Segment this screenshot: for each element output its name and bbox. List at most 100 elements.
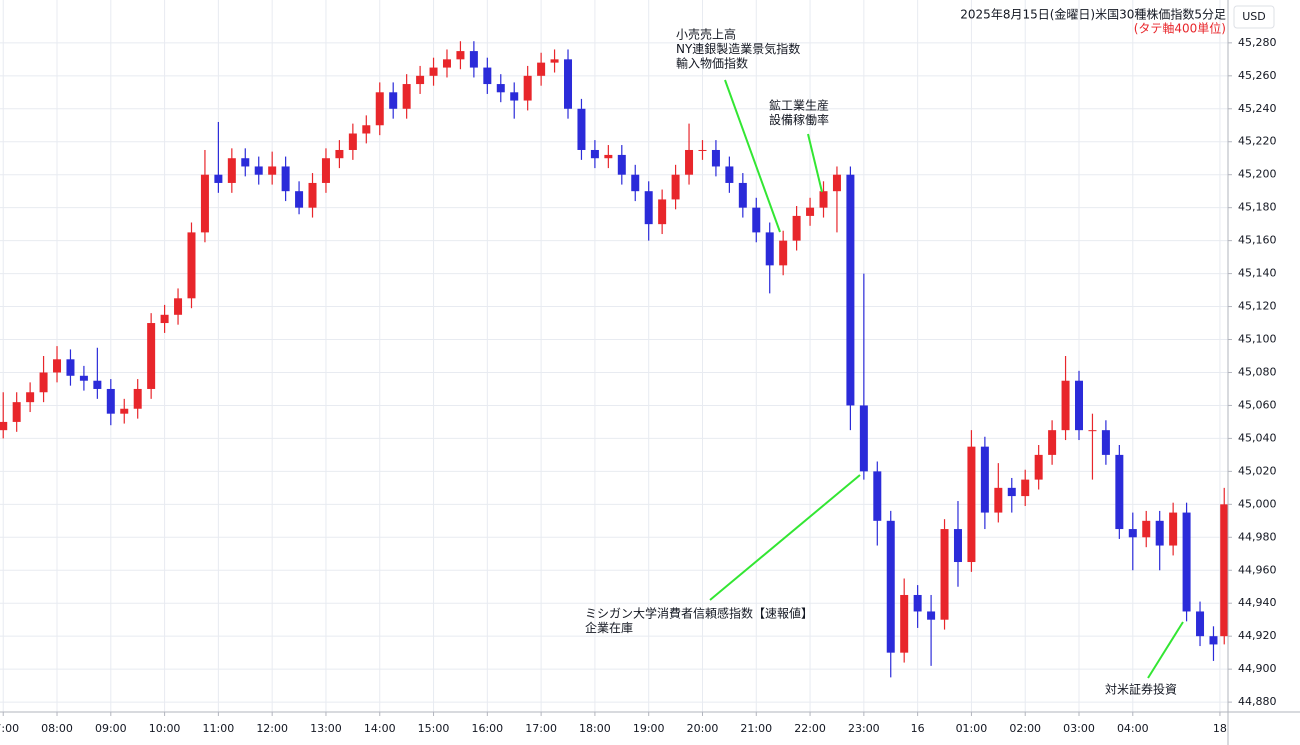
candle-body [859,405,868,472]
y-tick-label: 44,880 [1238,695,1277,708]
candle-body [523,75,532,101]
x-tick-label: 11:00 [203,722,235,735]
candle-body [698,149,707,151]
x-tick-label: 21:00 [740,722,772,735]
candle-body [321,158,330,183]
y-tick-label: 45,100 [1238,333,1277,346]
annotations: 小売売上高NY連銀製造業景気指数輸入物価指数鉱工業生産設備稼働率ミシガン大学消費… [585,27,1177,697]
candle-body [1169,512,1178,546]
annotation-text: ミシガン大学消費者信頼感指数【速報値】 [585,606,813,621]
candle-body [577,108,586,150]
candle-body [738,182,747,208]
candle-body [994,487,1003,513]
candle-body [1142,520,1151,538]
candle-body [147,323,156,389]
candle-body [79,375,88,381]
candle-body [1155,520,1164,546]
candle-body [214,174,223,183]
currency-box [1233,5,1275,29]
y-tick-label: 44,900 [1238,662,1277,675]
candle-body [133,388,142,409]
y-tick-label: 45,220 [1238,135,1277,148]
candle-body [375,92,384,126]
candle-body [806,207,815,216]
x-tick-label: 16 [911,722,925,735]
annotation-text: 設備稼働率 [769,112,829,127]
x-tick-label: 16:00 [471,722,503,735]
candle-body [442,59,451,68]
candle-body [496,84,505,93]
candle-body [241,158,250,167]
x-tick-label: 13:00 [310,722,342,735]
candle-body [1021,479,1030,497]
candle-body [1007,487,1016,497]
y-tick-label: 45,180 [1238,201,1277,214]
x-tick-label: 08:00 [41,722,73,735]
y-tick-label: 44,980 [1238,530,1277,543]
candle-body [1034,454,1043,480]
candle-body [779,240,788,266]
x-tick-label: 22:00 [794,722,826,735]
candle-body [39,372,48,393]
y-tick-label: 45,240 [1238,102,1277,115]
leader-line [724,79,781,233]
candle-body [913,594,922,612]
candle-body [416,75,425,85]
candle-body [106,388,115,414]
candle-body [658,199,667,225]
candle-body [308,182,317,208]
candle-body [66,359,75,376]
candle-body [940,529,949,620]
y-tick-label: 45,000 [1238,497,1277,510]
y-tick-label: 45,140 [1238,267,1277,280]
candle-body [819,191,828,208]
candle-body [1196,611,1205,637]
annotation-text: 輸入物価指数 [676,56,748,71]
candle-body [1101,430,1110,455]
candle-body [469,51,478,68]
candle-body [953,529,962,563]
candle-body [792,215,801,241]
candle-body [0,421,8,431]
candle-body [846,174,855,406]
x-tick-label: 07:00 [0,722,19,735]
x-tick-label: 04:00 [1117,722,1149,735]
candle-body [93,380,102,389]
annotation-leaders [709,79,1184,679]
y-tick-label: 45,060 [1238,398,1277,411]
candle-body [604,154,613,159]
candles [0,41,1228,678]
annotation-text: 小売売上高 [676,27,736,42]
x-tick-label: 12:00 [256,722,288,735]
leader-line [709,474,861,601]
candle-body [389,92,398,109]
x-tick-label: 23:00 [848,722,880,735]
candle-body [873,471,882,521]
candle-body [510,92,519,101]
candle-body [900,594,909,653]
candle-body [335,149,344,159]
candle-body [483,67,492,85]
candle-body [537,62,546,76]
candle-body [12,402,21,422]
candle-body [967,446,976,563]
candle-body [1182,512,1191,612]
x-tick-label: 02:00 [1009,722,1041,735]
leader-line [807,133,823,193]
y-tick-label: 45,120 [1238,300,1277,313]
candle-body [980,446,989,513]
annotation-text: 対米証券投資 [1105,682,1177,697]
candle-body [832,174,841,192]
chart-subtitle: (タテ軸400単位) [1134,21,1226,36]
candle-body [281,166,290,192]
y-tick-label: 45,040 [1238,431,1277,444]
x-tick-label: 17:00 [525,722,557,735]
leader-line [1147,621,1184,679]
y-tick-label: 44,920 [1238,629,1277,642]
candle-body [685,149,694,175]
candle-body [1088,430,1097,432]
x-tick-label: 19:00 [633,722,665,735]
annotation-text: 企業在庫 [585,620,633,635]
candle-body [348,133,357,150]
candle-body [550,59,559,63]
